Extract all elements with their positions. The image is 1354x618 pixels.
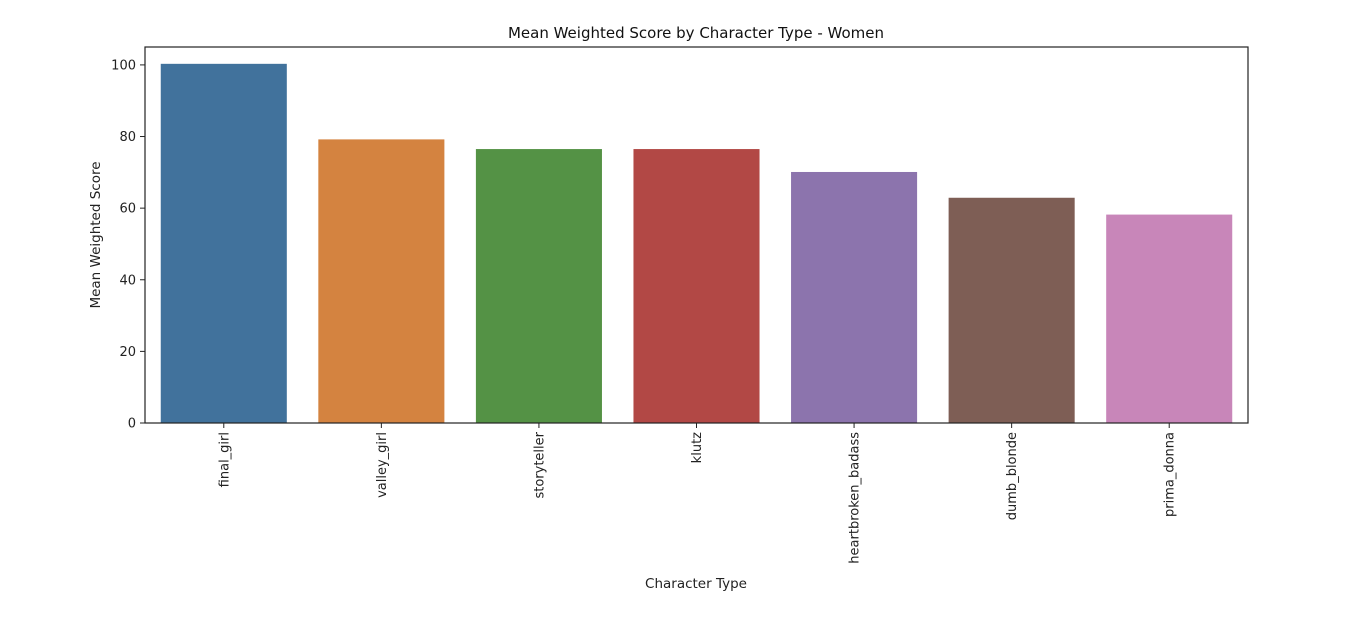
x-tick-label: valley_girl <box>375 432 390 498</box>
bar-final-girl <box>160 63 287 423</box>
chart-title: Mean Weighted Score by Character Type - … <box>508 24 884 42</box>
bar-storyteller <box>475 149 602 424</box>
y-tick-label: 40 <box>119 273 136 288</box>
y-tick-label: 20 <box>119 345 136 360</box>
y-tick-label: 0 <box>128 417 136 432</box>
y-tick-label: 80 <box>119 130 136 145</box>
x-axis-label: Character Type <box>645 576 747 592</box>
x-tick-label: storyteller <box>532 431 547 498</box>
x-tick-label: prima_donna <box>1163 432 1178 517</box>
x-tick-label: klutz <box>690 432 705 463</box>
x-axis: final_girl valley_girl storyteller klutz hea… <box>217 423 1178 564</box>
x-tick-label: dumb_blonde <box>1005 432 1020 520</box>
y-axis: 0 20 40 60 80 100 <box>111 58 145 432</box>
plot-area <box>160 63 1233 424</box>
x-tick-label: heartbroken_badass <box>848 432 863 564</box>
bar-valley-girl <box>318 139 445 424</box>
bar-dumb-blonde <box>948 197 1075 423</box>
x-tick-label: final_girl <box>217 432 232 487</box>
bar-klutz <box>633 149 760 424</box>
bar-prima-donna <box>1106 214 1233 423</box>
bar-heartbroken-badass <box>791 171 918 423</box>
y-tick-label: 60 <box>119 202 136 217</box>
y-tick-label: 100 <box>111 58 136 73</box>
y-axis-label: Mean Weighted Score <box>88 161 104 308</box>
